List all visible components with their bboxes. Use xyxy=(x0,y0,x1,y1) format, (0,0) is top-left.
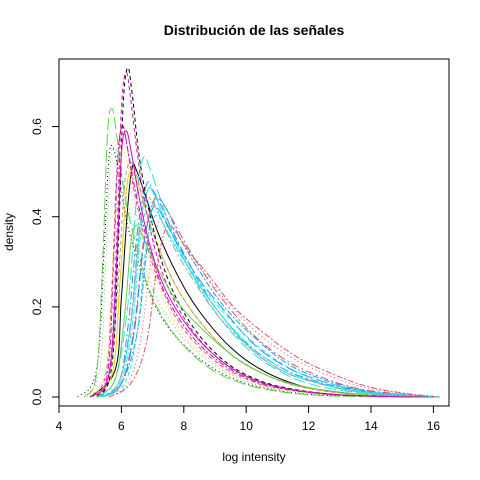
y-tick-label: 0.0 xyxy=(30,388,44,405)
x-axis: 4 6 8 10 12 14 16 xyxy=(56,405,441,433)
density-line-24 xyxy=(102,215,440,398)
density-line-19 xyxy=(96,224,434,398)
y-tick-label: 0.6 xyxy=(30,118,44,135)
density-line-12 xyxy=(102,197,440,398)
x-tick-label: 6 xyxy=(118,419,125,433)
density-line-10 xyxy=(102,196,440,398)
density-line-23 xyxy=(108,225,440,398)
x-tick-label: 14 xyxy=(364,419,378,433)
x-tick-label: 4 xyxy=(56,419,63,433)
x-tick-label: 8 xyxy=(180,419,187,433)
x-tick-label: 12 xyxy=(302,419,316,433)
density-line-4 xyxy=(96,181,434,398)
y-tick-label: 0.2 xyxy=(30,298,44,315)
y-axis: 0.0 0.2 0.4 0.6 xyxy=(30,118,60,405)
chart-title: Distribución de las señales xyxy=(164,22,345,38)
x-axis-label: log intensity xyxy=(222,450,285,464)
density-line-16 xyxy=(96,195,434,398)
density-line-20 xyxy=(102,206,440,398)
x-tick-label: 16 xyxy=(427,419,441,433)
y-tick-label: 0.4 xyxy=(30,208,44,225)
density-line-22 xyxy=(89,130,434,398)
density-line-8 xyxy=(89,161,434,398)
density-line-1 xyxy=(89,163,434,398)
density-line-18 xyxy=(108,216,440,398)
density-lines xyxy=(77,67,440,398)
density-line-3 xyxy=(83,146,434,398)
density-line-17 xyxy=(89,67,434,398)
x-tick-label: 10 xyxy=(240,419,254,433)
y-axis-label: density xyxy=(2,213,16,251)
